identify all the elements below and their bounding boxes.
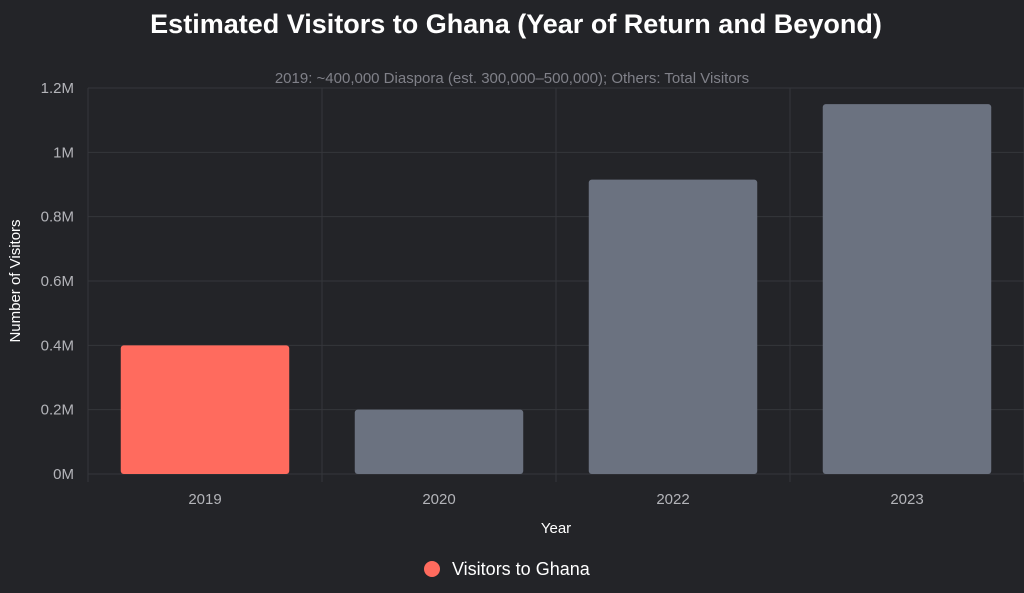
y-tick-label: 0.4M (41, 337, 74, 354)
x-axis-title: Year (541, 520, 571, 537)
bar-2023[interactable] (822, 104, 992, 474)
y-tick-label: 0.8M (41, 209, 74, 226)
y-axis-title: Number of Visitors (7, 219, 24, 342)
legend-swatch (424, 561, 440, 577)
x-tick-label: 2020 (422, 491, 455, 508)
bar-2022[interactable] (588, 179, 758, 475)
x-tick-label: 2023 (890, 491, 923, 508)
x-tick-label: 2022 (656, 491, 689, 508)
y-tick-label: 0.2M (41, 402, 74, 419)
bars (120, 104, 992, 475)
chart-title: Estimated Visitors to Ghana (Year of Ret… (150, 9, 882, 39)
bar-2019[interactable] (120, 345, 290, 474)
y-tick-label: 1M (53, 144, 74, 161)
x-axis-ticks: 2019 2020 2022 2023 (188, 491, 923, 508)
y-tick-label: 0.6M (41, 273, 74, 290)
y-tick-label: 1.2M (41, 80, 74, 97)
y-axis-ticks: 0M 0.2M 0.4M 0.6M 0.8M 1M 1.2M (41, 80, 74, 483)
bar-2020[interactable] (354, 409, 524, 474)
legend[interactable]: Visitors to Ghana (424, 559, 591, 579)
y-tick-label: 0M (53, 466, 74, 483)
x-tick-label: 2019 (188, 491, 221, 508)
chart-subtitle: 2019: ~400,000 Diaspora (est. 300,000–50… (275, 70, 749, 87)
legend-label: Visitors to Ghana (452, 559, 591, 579)
